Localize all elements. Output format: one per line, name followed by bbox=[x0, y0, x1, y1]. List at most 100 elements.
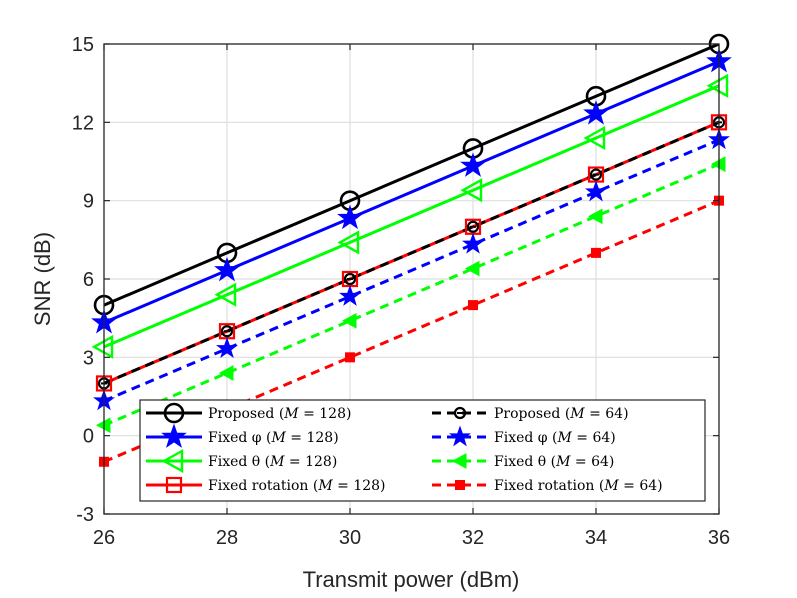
y-tick-label: 0 bbox=[83, 426, 94, 448]
data-point bbox=[583, 100, 609, 125]
legend-label: Fixed θ (M = 64) bbox=[494, 454, 614, 470]
data-point bbox=[583, 125, 606, 151]
legend-label-symbol: M bbox=[283, 406, 299, 422]
data-point bbox=[468, 300, 478, 311]
legend-item: Fixed φ (M = 64) bbox=[432, 425, 616, 447]
legend-label-rest: = 128) bbox=[333, 478, 386, 494]
legend-label-symbol: M bbox=[555, 454, 571, 470]
legend: Proposed (M = 128)Fixed φ (M = 128)Fixed… bbox=[139, 399, 706, 502]
data-point bbox=[218, 365, 234, 381]
legend-item: Fixed θ (M = 64) bbox=[432, 453, 614, 470]
legend-label-rest: = 64) bbox=[619, 478, 663, 494]
y-tick-label: -3 bbox=[76, 504, 94, 526]
series-points bbox=[97, 116, 726, 390]
data-point bbox=[165, 476, 183, 494]
data-point bbox=[343, 272, 357, 286]
legend-label-symbol: M bbox=[317, 478, 333, 494]
data-point bbox=[589, 168, 603, 181]
legend-label-rest: = 64) bbox=[572, 430, 616, 446]
x-axis-label: Transmit power (dBm) bbox=[303, 567, 520, 592]
legend-label-main: Proposed ( bbox=[494, 406, 570, 422]
legend-label: Fixed rotation (M = 64) bbox=[494, 478, 663, 494]
data-point bbox=[91, 334, 114, 359]
data-point bbox=[462, 232, 484, 254]
data-point bbox=[591, 247, 601, 258]
data-point bbox=[449, 425, 471, 447]
legend-label-main: Proposed ( bbox=[208, 406, 284, 422]
data-point bbox=[161, 423, 187, 448]
x-tick-label: 36 bbox=[708, 527, 730, 549]
series-line bbox=[104, 162, 719, 427]
series-line bbox=[104, 84, 719, 349]
legend-label-symbol: M bbox=[569, 406, 585, 422]
series-line bbox=[104, 60, 719, 324]
data-point bbox=[455, 480, 465, 490]
series-line bbox=[104, 138, 719, 403]
x-tick-label: 28 bbox=[216, 527, 238, 549]
legend-label: Fixed rotation (M = 128) bbox=[208, 478, 386, 494]
y-tick-label: 6 bbox=[83, 269, 94, 291]
x-tick-label: 34 bbox=[585, 527, 607, 549]
x-tick-label: 26 bbox=[93, 527, 115, 549]
series-line bbox=[104, 120, 719, 385]
series-points bbox=[91, 73, 729, 359]
legend-label-symbol: M bbox=[271, 430, 287, 446]
y-tick-label: 3 bbox=[83, 347, 94, 369]
legend-label-main: Fixed φ ( bbox=[494, 430, 558, 446]
legend-item: Fixed φ (M = 128) bbox=[146, 423, 339, 448]
data-point bbox=[216, 337, 238, 359]
data-point bbox=[587, 208, 603, 225]
data-point bbox=[339, 284, 361, 306]
legend-item: Proposed (M = 128) bbox=[146, 402, 351, 424]
legend-label-symbol: M bbox=[269, 454, 285, 470]
legend-label: Fixed φ (M = 128) bbox=[208, 430, 339, 446]
data-point bbox=[585, 180, 607, 202]
y-tick-label: 9 bbox=[83, 191, 94, 213]
series-line bbox=[104, 44, 719, 307]
data-point bbox=[451, 453, 467, 469]
data-point bbox=[460, 178, 483, 203]
legend-label-main: Fixed θ ( bbox=[208, 454, 270, 470]
data-point bbox=[214, 282, 237, 307]
data-point bbox=[163, 402, 185, 424]
data-point bbox=[220, 325, 234, 338]
legend-item: Fixed rotation (M = 128) bbox=[146, 476, 386, 494]
y-tick-label: 15 bbox=[72, 34, 94, 56]
legend-label-rest: = 128) bbox=[299, 406, 352, 422]
legend-label: Fixed φ (M = 64) bbox=[494, 430, 616, 446]
legend-label-main: Fixed θ ( bbox=[494, 454, 556, 470]
legend-label: Proposed (M = 64) bbox=[494, 406, 629, 422]
data-point bbox=[345, 352, 355, 363]
legend-label-main: Fixed rotation ( bbox=[208, 478, 318, 494]
legend-label: Proposed (M = 128) bbox=[208, 406, 351, 422]
legend-item: Fixed rotation (M = 64) bbox=[432, 478, 663, 494]
data-point bbox=[464, 260, 480, 277]
legend-label-rest: = 128) bbox=[284, 454, 337, 470]
legend-box bbox=[139, 399, 706, 502]
legend-label-main: Fixed rotation ( bbox=[494, 478, 604, 494]
x-tick-label: 32 bbox=[462, 527, 484, 549]
data-point bbox=[706, 73, 729, 98]
legend-label-symbol: M bbox=[603, 478, 619, 494]
legend-item: Proposed (M = 64) bbox=[432, 406, 629, 422]
data-point bbox=[337, 230, 360, 255]
data-point bbox=[161, 448, 184, 474]
series-points bbox=[95, 156, 726, 434]
legend-label-rest: = 64) bbox=[570, 454, 614, 470]
x-tick-label: 30 bbox=[339, 527, 361, 549]
legend-label-rest: = 128) bbox=[286, 430, 339, 446]
data-point bbox=[453, 406, 467, 420]
legend-item: Fixed θ (M = 128) bbox=[146, 448, 337, 474]
data-point bbox=[337, 204, 363, 230]
legend-label-rest: = 64) bbox=[585, 406, 629, 422]
legend-label-symbol: M bbox=[557, 430, 573, 446]
data-point bbox=[466, 220, 480, 233]
data-point bbox=[341, 312, 357, 329]
legend-label: Fixed θ (M = 128) bbox=[208, 454, 337, 470]
data-point bbox=[214, 256, 240, 282]
legend-label-main: Fixed φ ( bbox=[208, 430, 272, 446]
y-tick-label: 12 bbox=[72, 112, 94, 134]
y-axis-label: SNR (dB) bbox=[30, 232, 55, 326]
